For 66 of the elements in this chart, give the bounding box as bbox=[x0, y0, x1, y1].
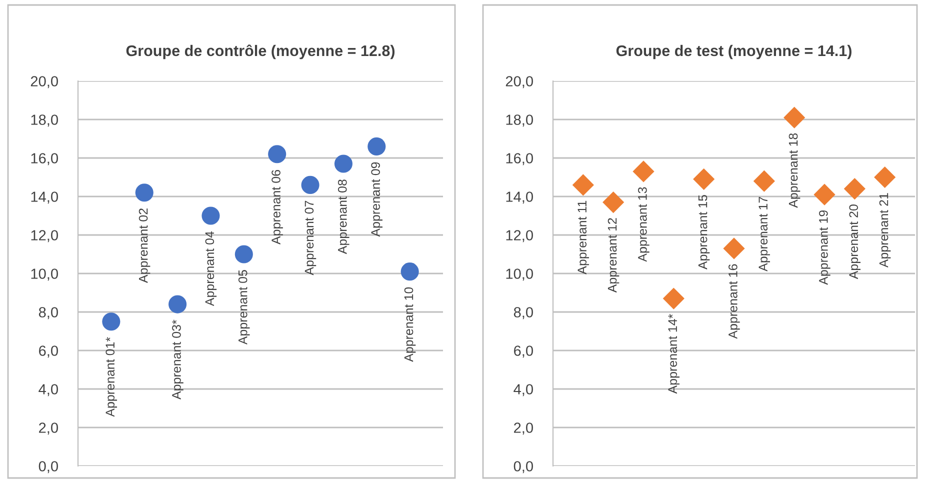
x-tick-label: Apprenant 14* bbox=[668, 314, 680, 394]
x-tick-label: Apprenant 13 bbox=[638, 187, 650, 262]
y-tick-label: 6,0 bbox=[39, 346, 58, 358]
x-tick-label: Apprenant 04 bbox=[205, 231, 217, 306]
x-tick-label: Apprenant 11 bbox=[578, 200, 589, 274]
point bbox=[723, 238, 745, 260]
x-tick-label: Apprenant 02 bbox=[138, 208, 150, 283]
point bbox=[334, 154, 352, 173]
point bbox=[368, 137, 386, 156]
point bbox=[135, 184, 154, 202]
x-tick-label: Apprenant 07 bbox=[304, 200, 316, 276]
point bbox=[844, 178, 866, 200]
point bbox=[400, 262, 419, 281]
x-tick-label: Apprenant 01* bbox=[106, 337, 118, 417]
point bbox=[753, 170, 775, 192]
point bbox=[784, 106, 806, 128]
chart-title: Groupe de test (moyenne = 14.1) bbox=[616, 44, 852, 60]
y-tick-label: 0,0 bbox=[38, 461, 58, 474]
y-tick-label: 18,0 bbox=[506, 114, 533, 127]
point bbox=[602, 191, 624, 214]
point bbox=[814, 184, 836, 206]
y-tick-label: 12,0 bbox=[31, 230, 58, 242]
x-tick-label: Apprenant 18 bbox=[788, 133, 800, 208]
x-tick-label: Apprenant 19 bbox=[819, 210, 830, 285]
y-tick-label: 10,0 bbox=[31, 268, 58, 281]
y-tick-label: 16,0 bbox=[31, 153, 58, 166]
point bbox=[234, 245, 253, 264]
x-tick-label: Apprenant 21 bbox=[879, 193, 891, 268]
x-tick-label: Apprenant 15 bbox=[698, 194, 710, 270]
point bbox=[572, 174, 594, 196]
y-tick-label: 8,0 bbox=[514, 307, 533, 320]
y-tick-label: 4,0 bbox=[38, 384, 58, 396]
point bbox=[693, 168, 715, 190]
point bbox=[632, 160, 654, 182]
x-tick-label: Apprenant 16 bbox=[728, 264, 740, 339]
x-tick-label: Apprenant 12 bbox=[608, 218, 620, 293]
point bbox=[268, 145, 286, 164]
point bbox=[874, 166, 896, 188]
y-tick-label: 18,0 bbox=[31, 114, 58, 127]
y-tick-label: 2,0 bbox=[39, 422, 58, 435]
y-tick-label: 4,0 bbox=[514, 384, 533, 396]
y-tick-label: 0,0 bbox=[514, 461, 533, 474]
y-tick-label: 14,0 bbox=[31, 192, 58, 204]
y-tick-label: 6,0 bbox=[514, 346, 533, 358]
point bbox=[102, 312, 120, 331]
x-tick-label: Apprenant 10 bbox=[404, 287, 416, 362]
x-tick-label: Apprenant 20 bbox=[849, 204, 860, 280]
y-tick-label: 14,0 bbox=[506, 192, 533, 204]
x-tick-label: Apprenant 06 bbox=[272, 170, 283, 244]
point bbox=[202, 206, 220, 225]
chart-title: Groupe de contrôle (moyenne = 12.8) bbox=[126, 44, 395, 60]
x-tick-label: Apprenant 08 bbox=[338, 180, 350, 254]
point bbox=[662, 288, 684, 310]
y-tick-label: 20,0 bbox=[30, 76, 58, 88]
point bbox=[301, 176, 320, 194]
x-tick-label: Apprenant 03* bbox=[172, 320, 184, 400]
y-tick-label: 8,0 bbox=[38, 307, 58, 320]
point bbox=[168, 295, 187, 314]
y-tick-label: 20,0 bbox=[506, 76, 533, 88]
y-tick-label: 16,0 bbox=[506, 153, 533, 166]
x-tick-label: Apprenant 05 bbox=[238, 270, 250, 345]
y-tick-label: 12,0 bbox=[506, 230, 533, 242]
x-tick-label: Apprenant 09 bbox=[371, 162, 382, 237]
y-tick-label: 2,0 bbox=[514, 422, 533, 435]
x-tick-label: Apprenant 17 bbox=[758, 197, 770, 272]
y-tick-label: 10,0 bbox=[506, 268, 533, 281]
